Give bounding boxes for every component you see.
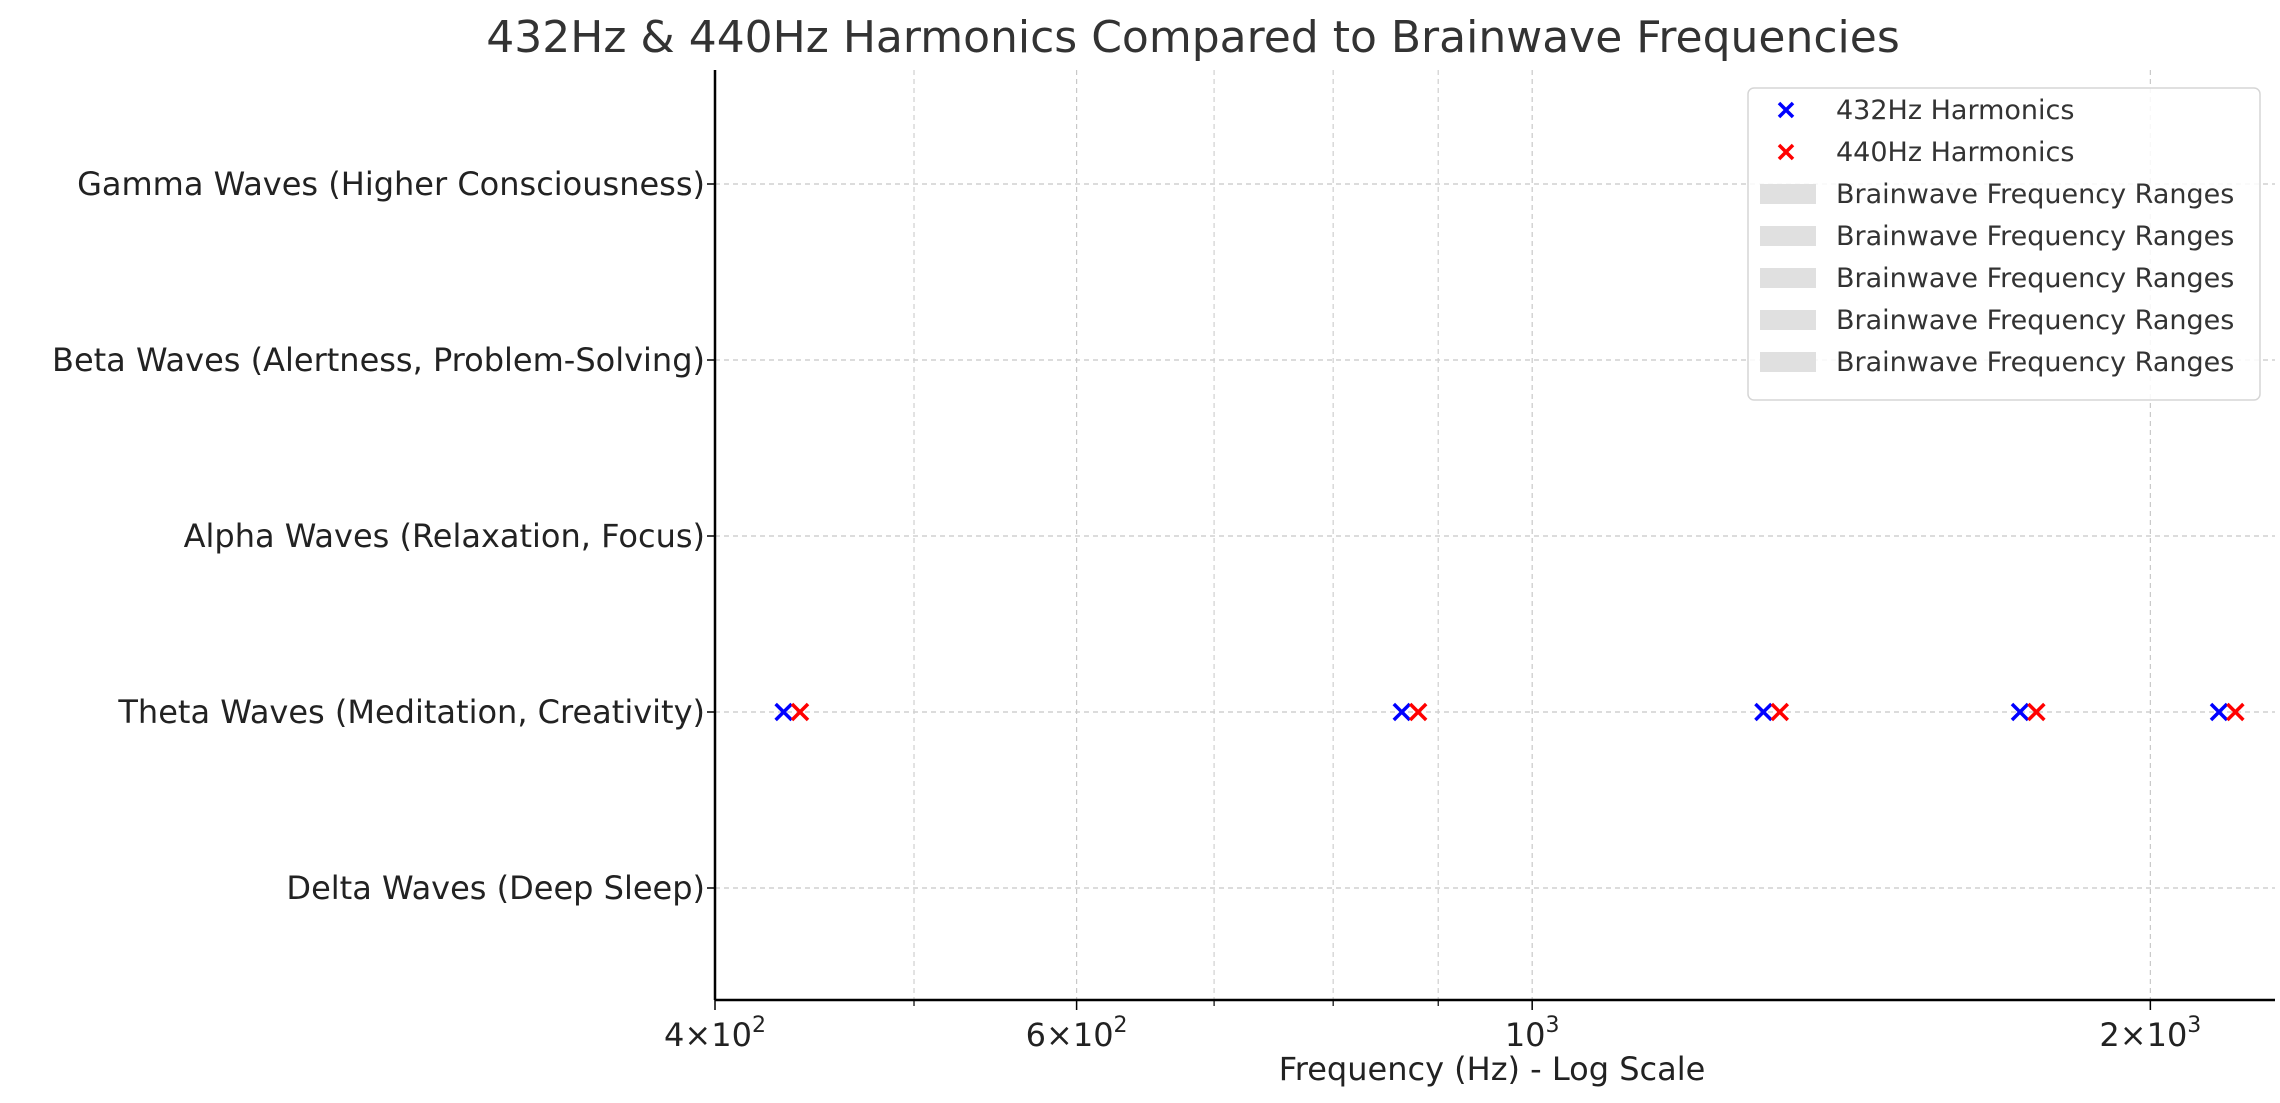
legend: 432Hz Harmonics 440Hz Harmonics Brainwave … xyxy=(1747,87,2261,401)
legend-label: Brainwave Frequency Ranges xyxy=(1836,179,2234,210)
point-440hz-harmonic xyxy=(2226,702,2245,722)
legend-patch xyxy=(1760,226,1816,246)
x-tick-mantissa: 6×10 xyxy=(1026,1016,1114,1054)
point-432hz-harmonic xyxy=(2209,702,2229,722)
plot-markers xyxy=(774,702,2245,722)
y-tick-label: Theta Waves (Meditation, Creativity) xyxy=(117,693,705,731)
y-tick-label: Gamma Waves (Higher Consciousness) xyxy=(77,165,705,203)
x-tick-label: 103 xyxy=(1505,1013,1560,1054)
point-440hz-harmonic xyxy=(1408,702,1428,722)
x-tick-exponent: 2 xyxy=(752,1013,766,1038)
legend-marker-icon xyxy=(1777,143,1795,161)
x-tick-mantissa: 2×10 xyxy=(2099,1016,2187,1054)
point-432hz-harmonic xyxy=(1754,702,1773,722)
legend-patch xyxy=(1760,268,1816,288)
x-tick-label: 6×102 xyxy=(1026,1013,1128,1054)
legend-patch xyxy=(1760,184,1816,204)
legend-marker-icon xyxy=(1777,101,1795,119)
legend-patch xyxy=(1760,352,1816,372)
axes xyxy=(713,70,2275,1002)
chart-title: 432Hz & 440Hz Harmonics Compared to Brai… xyxy=(486,12,1900,63)
legend-label: Brainwave Frequency Ranges xyxy=(1836,347,2234,378)
point-440hz-harmonic xyxy=(1770,702,1790,722)
legend-frame xyxy=(1747,87,2261,401)
point-440hz-harmonic xyxy=(790,702,810,722)
y-tick-label: Delta Waves (Deep Sleep) xyxy=(286,869,705,907)
point-432hz-harmonic xyxy=(1392,702,1412,722)
legend-patch xyxy=(1760,310,1816,330)
legend-label: Brainwave Frequency Ranges xyxy=(1836,221,2234,252)
point-440hz-harmonic xyxy=(2027,702,2046,722)
x-tick-exponent: 3 xyxy=(2187,1013,2201,1038)
point-432hz-harmonic xyxy=(2010,702,2030,722)
y-tick-label: Alpha Waves (Relaxation, Focus) xyxy=(184,517,705,555)
x-tick-label: 2×103 xyxy=(2099,1013,2201,1054)
legend-label: Brainwave Frequency Ranges xyxy=(1836,263,2234,294)
x-tick-label: 4×102 xyxy=(664,1013,766,1054)
point-432hz-harmonic xyxy=(774,702,793,722)
x-tick-exponent: 2 xyxy=(1114,1013,1128,1038)
legend-label: 432Hz Harmonics xyxy=(1836,95,2074,126)
x-tick-mantissa: 4×10 xyxy=(664,1016,752,1054)
y-tick-label: Beta Waves (Alertness, Problem-Solving) xyxy=(52,341,705,379)
legend-label: Brainwave Frequency Ranges xyxy=(1836,305,2234,336)
y-axis-ticks: Delta Waves (Deep Sleep) Theta Waves (Med… xyxy=(52,165,715,907)
x-tick-exponent: 3 xyxy=(1546,1013,1560,1038)
x-axis-ticks: 4×102 6×102 103 2×103 xyxy=(664,1000,2201,1054)
x-tick-mantissa: 10 xyxy=(1505,1016,1546,1054)
x-axis-label: Frequency (Hz) - Log Scale xyxy=(1279,1050,1706,1088)
legend-label: 440Hz Harmonics xyxy=(1836,137,2074,168)
